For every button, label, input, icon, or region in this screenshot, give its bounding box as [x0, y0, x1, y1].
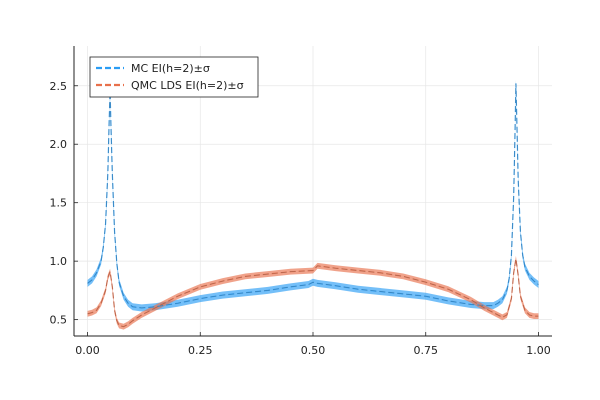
series-centerline-0 — [87, 83, 539, 309]
y-tick-label: 1.0 — [50, 255, 68, 268]
y-tick-label: 0.5 — [50, 314, 68, 327]
series-line-0 — [87, 83, 539, 309]
x-tick-label: 0.50 — [301, 344, 326, 357]
line-layer — [87, 83, 539, 328]
series-centerline-1 — [87, 258, 539, 327]
tick-layer: 0.00 0.25 0.50 0.75 1.00 0.5 1.0 1.5 2.0 2.5 — [50, 80, 551, 357]
x-tick-label: 0.75 — [413, 344, 438, 357]
x-tick-label: 0.00 — [75, 344, 100, 357]
y-tick-label: 1.5 — [50, 197, 68, 210]
y-tick-label: 2.5 — [50, 80, 68, 93]
y-tick-label: 2.0 — [50, 138, 68, 151]
x-tick-label: 0.25 — [188, 344, 213, 357]
legend-label-1: QMC LDS EI(h=2)±σ — [131, 79, 244, 92]
legend: MC EI(h=2)±σ QMC LDS EI(h=2)±σ — [89, 56, 259, 98]
series-line-1 — [87, 258, 539, 328]
grid-layer — [74, 46, 552, 336]
legend-label-0: MC EI(h=2)±σ — [131, 62, 210, 75]
x-tick-label: 1.00 — [526, 344, 551, 357]
legend-box — [89, 56, 259, 98]
